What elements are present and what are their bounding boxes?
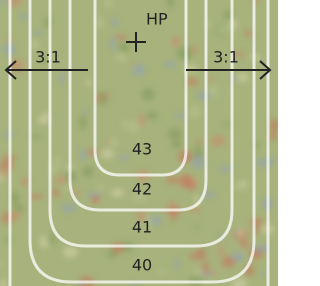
texture-spot (127, 121, 140, 132)
texture-spot (237, 228, 243, 238)
texture-spot (20, 14, 30, 19)
texture-spot (175, 257, 179, 270)
contour-label: 41 (132, 218, 152, 237)
texture-spot (142, 88, 155, 100)
texture-spot (218, 245, 223, 257)
texture-spot (195, 224, 199, 229)
texture-spot (55, 176, 66, 184)
texture-spot (185, 174, 191, 187)
texture-spot (97, 184, 104, 190)
texture-spot (232, 183, 248, 190)
texture-spot (101, 149, 114, 158)
texture-spot (237, 73, 249, 81)
texture-spot (59, 72, 65, 84)
texture-spot (255, 160, 266, 166)
texture-spot (119, 155, 131, 160)
texture-spot (192, 45, 197, 55)
texture-spot (133, 64, 145, 76)
texture-spot (118, 43, 130, 52)
texture-spot (116, 52, 127, 62)
texture-spot (91, 195, 100, 204)
texture-spot (175, 113, 187, 118)
texture-spot (79, 116, 87, 129)
texture-spot (146, 112, 157, 120)
slope-label: 3:1 (35, 48, 61, 67)
texture-spot (171, 36, 180, 46)
contour-label: 43 (132, 140, 152, 159)
texture-spot (122, 119, 127, 129)
slope-label: 3:1 (213, 48, 239, 67)
texture-spot (10, 192, 19, 204)
texture-spot (111, 189, 124, 197)
texture-spot (38, 117, 50, 124)
texture-spot (83, 167, 94, 177)
contour-label: 42 (132, 180, 152, 199)
texture-spot (62, 204, 77, 212)
texture-spot (166, 177, 180, 183)
texture-spot (53, 189, 60, 198)
texture-spot (21, 177, 30, 186)
texture-spot (194, 249, 206, 260)
texture-spot (171, 140, 182, 148)
texture-spot (240, 240, 249, 248)
texture-spot (250, 218, 263, 226)
texture-spot (11, 210, 19, 221)
texture-spot (63, 247, 77, 258)
texture-spot (111, 37, 116, 51)
texture-spot (261, 271, 266, 276)
contour-label: 40 (132, 256, 152, 275)
texture-spot (95, 16, 103, 29)
texture-spot (198, 92, 211, 100)
texture-spot (209, 85, 218, 98)
texture-spot (192, 156, 204, 169)
texture-spot (83, 110, 89, 114)
texture-spot (224, 122, 231, 127)
marker-label: HP (146, 10, 168, 29)
texture-spot (165, 61, 176, 68)
texture-spot (86, 79, 91, 87)
texture-spot (47, 233, 55, 247)
texture-spot (186, 78, 199, 85)
texture-spot (211, 270, 216, 276)
texture-spot (189, 104, 200, 118)
texture-spot (219, 167, 232, 172)
texture-spot (56, 156, 61, 168)
texture-spot (114, 35, 128, 39)
texture-spot (111, 19, 119, 27)
texture-spot (196, 140, 200, 145)
texture-spot (244, 32, 254, 36)
texture-spot (202, 261, 209, 275)
texture-spot (3, 132, 14, 137)
texture-spot (61, 186, 70, 191)
texture-spot (210, 76, 214, 82)
texture-spot (232, 252, 245, 261)
texture-spot (33, 31, 42, 35)
texture-spot (31, 135, 41, 139)
texture-spot (270, 132, 277, 141)
texture-spot (168, 128, 182, 139)
texture-spot (216, 25, 231, 34)
texture-spot (80, 149, 86, 160)
texture-spot (211, 135, 225, 146)
texture-spot (105, 139, 110, 144)
texture-spot (111, 242, 124, 253)
texture-spot (158, 270, 166, 274)
map-view: HP 3:1 3:1 43 42 41 40 (0, 0, 278, 286)
